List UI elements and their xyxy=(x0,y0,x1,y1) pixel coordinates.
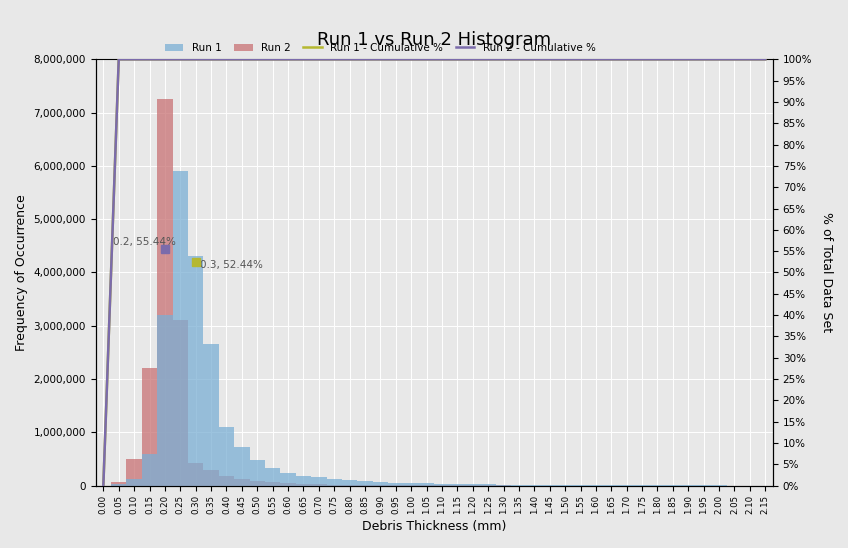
Run 1 - Cumulative % xyxy=(376,56,386,62)
Title: Run 1 vs Run 2 Histogram: Run 1 vs Run 2 Histogram xyxy=(317,31,551,49)
Run 2 - Cumulative % xyxy=(283,56,293,62)
Run 2 - Cumulative % xyxy=(499,56,509,62)
Run 1 - Cumulative % xyxy=(421,56,432,62)
Run 2 - Cumulative % xyxy=(159,56,170,62)
Run 2 - Cumulative % xyxy=(360,56,370,62)
Run 1 - Cumulative % xyxy=(237,56,247,62)
Run 2 - Cumulative % xyxy=(560,56,570,62)
Run 2 - Cumulative % xyxy=(699,56,709,62)
Run 2 - Cumulative % xyxy=(714,56,724,62)
Run 1 - Cumulative % xyxy=(252,56,262,62)
Run 1 - Cumulative % xyxy=(622,56,632,62)
Run 1 - Cumulative % xyxy=(114,56,124,62)
Run 2 - Cumulative % xyxy=(468,56,478,62)
Text: 0.2, 55.44%: 0.2, 55.44% xyxy=(113,237,176,247)
Run 1 - Cumulative % xyxy=(176,56,186,62)
Run 1 - Cumulative % xyxy=(591,56,601,62)
Legend: Run 1, Run 2, Run 1 - Cumulative %, Run 2 - Cumulative %: Run 1, Run 2, Run 1 - Cumulative %, Run … xyxy=(160,39,600,58)
Run 2 - Cumulative % xyxy=(529,56,539,62)
Run 1 - Cumulative % xyxy=(745,56,755,62)
Run 1 - Cumulative % xyxy=(729,56,739,62)
Run 2 - Cumulative % xyxy=(637,56,647,62)
Run 1 - Cumulative % xyxy=(714,56,724,62)
Run 1 - Cumulative % xyxy=(360,56,370,62)
Run 1 - Cumulative % xyxy=(514,56,524,62)
Run 1 - Cumulative % xyxy=(391,56,401,62)
Run 1 - Cumulative % xyxy=(683,56,694,62)
Run 2 - Cumulative % xyxy=(252,56,262,62)
Run 2 - Cumulative % xyxy=(483,56,494,62)
Run 1 - Cumulative % xyxy=(129,56,139,62)
Run 1 - Cumulative % xyxy=(268,56,278,62)
Run 1 - Cumulative % xyxy=(499,56,509,62)
Run 1 - Cumulative % xyxy=(191,56,201,62)
X-axis label: Debris Thickness (mm): Debris Thickness (mm) xyxy=(362,520,506,533)
Run 2 - Cumulative % xyxy=(729,56,739,62)
Run 1 - Cumulative % xyxy=(298,56,309,62)
Run 2 - Cumulative % xyxy=(221,56,232,62)
Text: 0.3, 52.44%: 0.3, 52.44% xyxy=(200,260,263,271)
Run 2 - Cumulative % xyxy=(376,56,386,62)
Run 1 - Cumulative % xyxy=(206,56,216,62)
Run 2 - Cumulative % xyxy=(421,56,432,62)
Y-axis label: Frequency of Occurrence: Frequency of Occurrence xyxy=(15,194,28,351)
Run 2 - Cumulative % xyxy=(652,56,662,62)
Run 1 - Cumulative % xyxy=(576,56,586,62)
Run 1 - Cumulative % xyxy=(560,56,570,62)
Run 2 - Cumulative % xyxy=(237,56,247,62)
Run 2 - Cumulative % xyxy=(344,56,354,62)
Y-axis label: % of Total Data Set: % of Total Data Set xyxy=(820,213,833,333)
Run 2 - Cumulative % xyxy=(437,56,447,62)
Run 1 - Cumulative % xyxy=(159,56,170,62)
Run 1 - Cumulative % xyxy=(668,56,678,62)
Run 1 - Cumulative % xyxy=(452,56,462,62)
Run 2 - Cumulative % xyxy=(206,56,216,62)
Run 2 - Cumulative % xyxy=(391,56,401,62)
Run 2 - Cumulative % xyxy=(760,56,770,62)
Run 1 - Cumulative % xyxy=(483,56,494,62)
Run 1 - Cumulative % xyxy=(468,56,478,62)
Run 1 - Cumulative % xyxy=(329,56,339,62)
Run 2 - Cumulative % xyxy=(114,56,124,62)
Run 1 - Cumulative % xyxy=(314,56,324,62)
Run 1 - Cumulative % xyxy=(544,56,555,62)
Run 2 - Cumulative % xyxy=(406,56,416,62)
Run 2 - Cumulative % xyxy=(622,56,632,62)
Run 1 - Cumulative % xyxy=(699,56,709,62)
Run 2 - Cumulative % xyxy=(191,56,201,62)
Run 2 - Cumulative % xyxy=(98,482,109,489)
Run 2 - Cumulative % xyxy=(329,56,339,62)
Line: Run 1 - Cumulative %: Run 1 - Cumulative % xyxy=(103,59,765,486)
Run 2 - Cumulative % xyxy=(683,56,694,62)
Run 1 - Cumulative % xyxy=(283,56,293,62)
Run 2 - Cumulative % xyxy=(745,56,755,62)
Run 1 - Cumulative % xyxy=(529,56,539,62)
Run 1 - Cumulative % xyxy=(606,56,616,62)
Run 2 - Cumulative % xyxy=(576,56,586,62)
Run 2 - Cumulative % xyxy=(544,56,555,62)
Run 1 - Cumulative % xyxy=(221,56,232,62)
Run 1 - Cumulative % xyxy=(144,56,154,62)
Run 1 - Cumulative % xyxy=(406,56,416,62)
Run 1 - Cumulative % xyxy=(760,56,770,62)
Run 2 - Cumulative % xyxy=(129,56,139,62)
Run 1 - Cumulative % xyxy=(437,56,447,62)
Run 2 - Cumulative % xyxy=(298,56,309,62)
Run 1 - Cumulative % xyxy=(637,56,647,62)
Run 1 - Cumulative % xyxy=(652,56,662,62)
Run 2 - Cumulative % xyxy=(591,56,601,62)
Run 2 - Cumulative % xyxy=(144,56,154,62)
Run 2 - Cumulative % xyxy=(452,56,462,62)
Run 2 - Cumulative % xyxy=(176,56,186,62)
Run 1 - Cumulative % xyxy=(344,56,354,62)
Run 1 - Cumulative % xyxy=(98,482,109,489)
Run 2 - Cumulative % xyxy=(668,56,678,62)
Run 2 - Cumulative % xyxy=(514,56,524,62)
Line: Run 2 - Cumulative %: Run 2 - Cumulative % xyxy=(103,59,765,486)
Run 2 - Cumulative % xyxy=(314,56,324,62)
Run 2 - Cumulative % xyxy=(268,56,278,62)
Run 2 - Cumulative % xyxy=(606,56,616,62)
